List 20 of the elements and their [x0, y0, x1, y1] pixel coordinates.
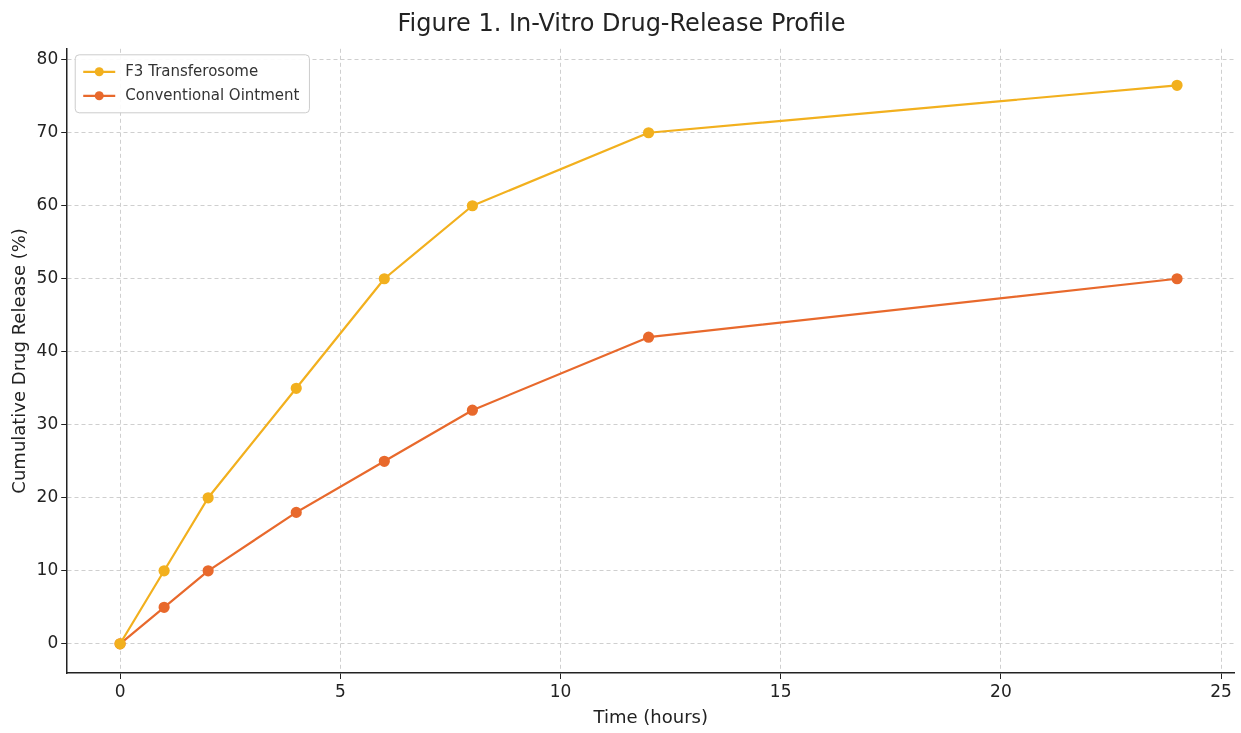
y-tick-label: 40 [36, 340, 59, 361]
y-tick-label: 30 [36, 413, 59, 434]
x-axis-title: Time (hours) [592, 705, 708, 727]
x-tick-label: 20 [990, 680, 1012, 701]
x-tick-label: 0 [114, 680, 126, 701]
x-tick-label: 25 [1210, 680, 1232, 701]
chart-title: Figure 1. In-Vitro Drug-Release Profile [397, 8, 846, 37]
x-tick-label: 10 [549, 680, 572, 701]
y-tick-label: 20 [36, 486, 59, 507]
legend-label: Conventional Ointment [125, 85, 300, 104]
y-tick-label: 60 [36, 194, 59, 215]
legend-label: F3 Transferosome [125, 61, 259, 80]
y-tick-label: 50 [36, 267, 59, 288]
x-tick-label: 5 [334, 680, 346, 701]
y-tick-label: 0 [47, 632, 59, 653]
y-axis-title: Cumulative Drug Release (%) [8, 228, 30, 494]
y-tick-label: 10 [36, 559, 59, 580]
y-tick-label: 80 [36, 48, 59, 69]
x-tick-label: 15 [769, 680, 792, 701]
y-tick-label: 70 [36, 121, 59, 142]
